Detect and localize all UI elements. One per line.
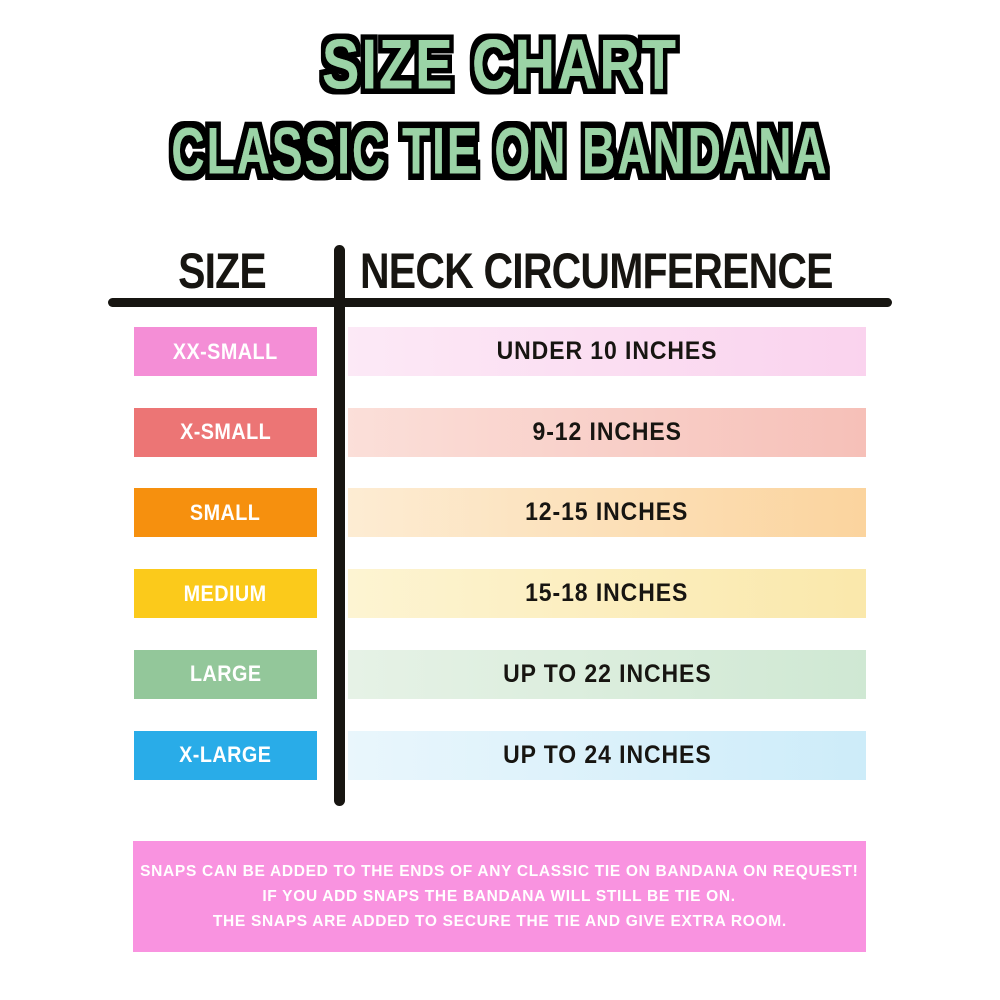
svg-text:SIZE CHART: SIZE CHART [322,25,678,104]
svg-text:CLASSIC TIE ON BANDANA: CLASSIC TIE ON BANDANA [171,114,828,188]
